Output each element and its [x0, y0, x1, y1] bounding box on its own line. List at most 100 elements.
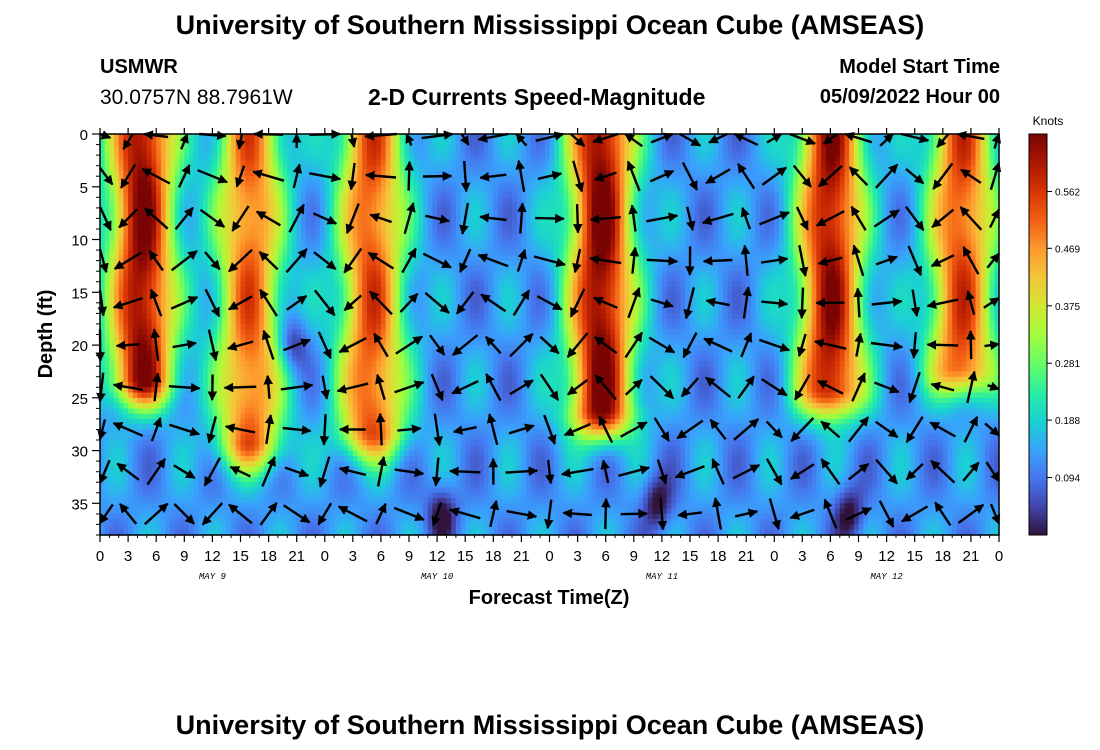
heatmap-cell [221, 186, 228, 193]
heatmap-cell [235, 529, 242, 536]
heatmap-cell [296, 476, 302, 483]
heatmap-cell [249, 434, 256, 441]
heatmap-cell [310, 207, 316, 214]
heatmap-cell [259, 429, 265, 436]
heatmap-cell [329, 524, 335, 531]
heatmap-cell [207, 360, 213, 367]
heatmap-cell [352, 302, 359, 309]
heatmap-cell [203, 339, 209, 346]
heatmap-cell [334, 329, 340, 336]
heatmap-cell [151, 144, 157, 151]
heatmap-cell [170, 482, 176, 489]
heatmap-cell [170, 403, 176, 409]
heatmap-cell [198, 455, 204, 462]
heatmap-cell [142, 228, 148, 235]
heatmap-cell [198, 403, 204, 409]
heatmap-cell [306, 223, 312, 230]
heatmap-cell [277, 529, 284, 536]
heatmap-cell [371, 234, 377, 241]
heatmap-cell [291, 186, 298, 193]
heatmap-cell [100, 418, 106, 425]
heatmap-cell [334, 498, 340, 504]
heatmap-cell [184, 392, 190, 399]
heatmap-cell [306, 408, 312, 415]
heatmap-cell [329, 519, 335, 526]
heatmap-cell [291, 476, 298, 483]
heatmap-cell [277, 323, 284, 330]
heatmap-cell [376, 503, 382, 510]
heatmap-cell [193, 281, 199, 288]
heatmap-cell [263, 487, 270, 494]
heatmap-cell [385, 461, 391, 468]
heatmap-cell [212, 334, 218, 341]
heatmap-cell [273, 350, 279, 357]
heatmap-cell [291, 144, 298, 151]
heatmap-cell [188, 371, 195, 378]
heatmap-cell [273, 482, 279, 489]
heatmap-cell [320, 329, 326, 336]
heatmap-cell [174, 134, 181, 140]
heatmap-cell [362, 434, 368, 441]
heatmap-cell [170, 244, 176, 251]
heatmap-cell [357, 318, 363, 325]
heatmap-cell [404, 144, 410, 151]
heatmap-cell [287, 529, 293, 536]
heatmap-cell [179, 239, 185, 246]
heatmap-cell [100, 139, 106, 146]
heatmap-cell [380, 519, 387, 526]
heatmap-cell [104, 192, 110, 198]
heatmap-cell [315, 334, 321, 341]
heatmap-cell [188, 345, 195, 351]
heatmap-cell [315, 360, 321, 367]
heatmap-cell [394, 392, 401, 399]
heatmap-cell [170, 513, 176, 520]
heatmap-cell [291, 287, 298, 293]
heatmap-cell [240, 302, 246, 309]
heatmap-cell [240, 466, 246, 473]
heatmap-cell [245, 413, 251, 420]
heatmap-cell [132, 155, 139, 161]
heatmap-cell [137, 339, 143, 346]
heatmap-cell [376, 250, 382, 256]
heatmap-cell [245, 403, 251, 409]
heatmap-cell [306, 176, 312, 183]
heatmap-cell [404, 170, 410, 177]
heatmap-cell [249, 276, 256, 283]
heatmap-cell [245, 176, 251, 183]
heatmap-cell [132, 313, 139, 320]
heatmap-cell [306, 255, 312, 262]
heatmap-cell [188, 165, 195, 172]
heatmap-cell [137, 366, 143, 373]
heatmap-cell [104, 144, 110, 151]
heatmap-cell [320, 498, 326, 504]
heatmap-cell [268, 139, 274, 146]
heatmap-cell [348, 461, 354, 468]
heatmap-cell [118, 308, 125, 314]
heatmap-cell [306, 376, 312, 383]
heatmap-cell [320, 408, 326, 415]
heatmap-cell [184, 403, 190, 409]
heatmap-cell [217, 244, 223, 251]
heatmap-cell [245, 170, 251, 177]
heatmap-cell [151, 139, 157, 146]
heatmap-cell [203, 213, 209, 220]
heatmap-cell [287, 139, 293, 146]
heatmap-cell [310, 318, 316, 325]
heatmap-cell [221, 265, 228, 272]
heatmap-cell [249, 271, 256, 278]
heatmap-cell [104, 392, 110, 399]
heatmap-cell [282, 440, 288, 446]
heatmap-cell [109, 139, 115, 146]
heatmap-cell [137, 318, 143, 325]
heatmap-cell [263, 228, 270, 235]
heatmap-cell [371, 192, 377, 198]
heatmap-cell [296, 276, 302, 283]
heatmap-cell [263, 355, 270, 362]
heatmap-cell [343, 445, 349, 452]
heatmap-cell [249, 197, 256, 204]
heatmap-cell [376, 397, 382, 404]
heatmap-cell [399, 202, 405, 209]
heatmap-cell [249, 440, 256, 446]
heatmap-cell [263, 144, 270, 151]
heatmap-cell [207, 461, 213, 468]
